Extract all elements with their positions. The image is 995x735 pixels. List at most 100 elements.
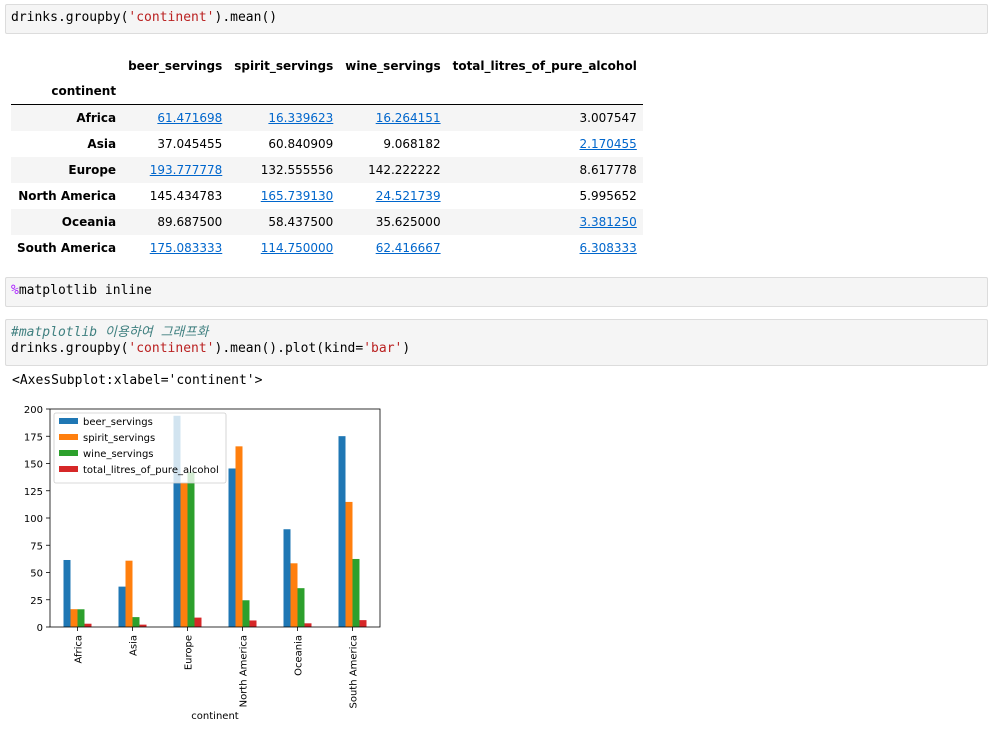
legend-box	[53, 412, 227, 484]
bar	[173, 415, 181, 627]
y-tick-label: 175	[24, 432, 43, 443]
table-cell: 61.471698	[122, 105, 228, 132]
table-corner	[11, 54, 122, 78]
table-row: North America 145.434783 165.739130 24.5217…	[11, 183, 643, 209]
y-tick-label: 100	[24, 514, 43, 525]
row-index-label: Asia	[87, 137, 117, 151]
bar	[84, 623, 92, 627]
legend-swatch	[59, 450, 78, 456]
code-text: matplotlib inline	[18, 283, 152, 298]
bar	[187, 471, 195, 627]
cell-link[interactable]: 114.750000	[260, 241, 334, 255]
table-cell: 114.750000	[228, 235, 339, 261]
x-tick-label: Europe	[184, 635, 195, 670]
column-header: beer_servings	[128, 59, 223, 73]
cell-link[interactable]: 3.381250	[579, 215, 637, 229]
bar	[194, 617, 202, 627]
table-row: Asia 37.045455 60.840909 9.068182 2.170455	[11, 131, 643, 157]
bar	[338, 436, 346, 627]
bar	[70, 609, 78, 627]
code-string: 'continent'	[128, 341, 215, 356]
table-cell: 2.170455	[447, 131, 643, 157]
legend-swatch	[59, 434, 78, 440]
bar	[235, 446, 243, 627]
table-cell: 24.521739	[339, 183, 446, 209]
table-cell: 6.308333	[447, 235, 643, 261]
legend-label: wine_servings	[83, 449, 154, 460]
x-tick-label: Oceania	[294, 635, 305, 676]
bar	[180, 482, 188, 627]
cell-link[interactable]: 2.170455	[579, 137, 637, 151]
cell-link[interactable]: 16.264151	[375, 111, 441, 125]
cell-link[interactable]: 165.739130	[260, 189, 334, 203]
y-tick-label: 25	[30, 596, 43, 607]
x-tick-label: Asia	[129, 635, 140, 656]
code-text: ).mean()	[214, 10, 278, 25]
legend-label: total_litres_of_pure_alcohol	[83, 465, 219, 476]
y-tick-label: 0	[37, 623, 43, 634]
code-string: 'bar'	[363, 341, 403, 356]
legend-label: beer_servings	[83, 417, 153, 428]
cell-link[interactable]: 16.339623	[268, 111, 334, 125]
row-index-label: South America	[17, 241, 117, 255]
legend-label: spirit_servings	[83, 433, 155, 444]
code-cell-groupby-mean[interactable]: drinks.groupby('continent').mean()	[5, 4, 988, 34]
cell-link[interactable]: 6.308333	[579, 241, 637, 255]
magic-symbol: %	[11, 283, 19, 298]
column-header: wine_servings	[345, 59, 441, 73]
code-text: )	[402, 341, 411, 356]
table-cell: 3.381250	[447, 209, 643, 235]
row-index-label: Oceania	[61, 215, 117, 229]
bar	[304, 623, 312, 627]
bar	[359, 620, 367, 627]
bar	[63, 559, 71, 627]
table-cell: 16.339623	[228, 105, 339, 132]
table-cell: 35.625000	[375, 215, 441, 229]
y-tick-label: 150	[24, 460, 43, 471]
table-cell: 58.437500	[268, 215, 334, 229]
bar	[77, 609, 85, 627]
column-header: spirit_servings	[234, 59, 334, 73]
y-tick-label: 75	[30, 541, 43, 552]
legend-swatch	[59, 466, 78, 472]
code-text: ).mean().plot(kind=	[214, 341, 364, 356]
code-text: drinks.groupby(	[11, 341, 129, 356]
index-name: continent	[11, 78, 123, 105]
code-string: 'continent'	[128, 10, 215, 25]
y-tick-label: 50	[30, 569, 43, 580]
cell-link[interactable]: 193.777778	[149, 163, 223, 177]
code-cell-plot-bar[interactable]: #matplotlib 이용하여 그래프화 drinks.groupby('co…	[5, 319, 988, 366]
code-text: drinks.groupby(	[11, 10, 129, 25]
bar	[352, 558, 360, 627]
table-header-row: beer_servings spirit_servings wine_servi…	[11, 54, 643, 78]
row-index-label: Africa	[76, 111, 117, 125]
table-cell: 5.995652	[579, 189, 637, 203]
bar	[290, 563, 298, 627]
table-cell: 3.007547	[579, 111, 637, 125]
bar	[297, 588, 305, 627]
x-tick-label: South America	[349, 635, 360, 709]
cell-link[interactable]: 24.521739	[375, 189, 441, 203]
table-row: Africa 61.471698 16.339623 16.264151 3.00754…	[11, 104, 643, 132]
bar	[249, 620, 257, 627]
output-repr: <AxesSubplot:xlabel='continent'>	[12, 373, 263, 388]
table-cell: 89.687500	[157, 215, 223, 229]
cell-link[interactable]: 62.416667	[375, 241, 441, 255]
bar	[125, 560, 133, 627]
table-cell: 142.222222	[368, 163, 441, 177]
code-cell-matplotlib-inline[interactable]: %matplotlib inline	[5, 277, 988, 307]
table-cell: 132.555556	[260, 163, 334, 177]
column-header: total_litres_of_pure_alcohol	[452, 59, 637, 73]
table-cell: 9.068182	[383, 137, 441, 151]
y-tick-label: 125	[24, 487, 43, 498]
table-cell: 62.416667	[339, 235, 446, 261]
table-cell: 193.777778	[122, 157, 228, 183]
table-row: Europe 193.777778 132.555556 142.222222 8.61…	[11, 157, 643, 183]
cell-link[interactable]: 175.083333	[149, 241, 223, 255]
table-cell: 16.264151	[339, 105, 446, 132]
dataframe-table: beer_servings spirit_servings wine_servi…	[11, 54, 643, 261]
table-cell: 8.617778	[579, 163, 637, 177]
index-name-row: continent	[11, 78, 643, 105]
cell-link[interactable]: 61.471698	[157, 111, 223, 125]
bar	[283, 529, 291, 627]
